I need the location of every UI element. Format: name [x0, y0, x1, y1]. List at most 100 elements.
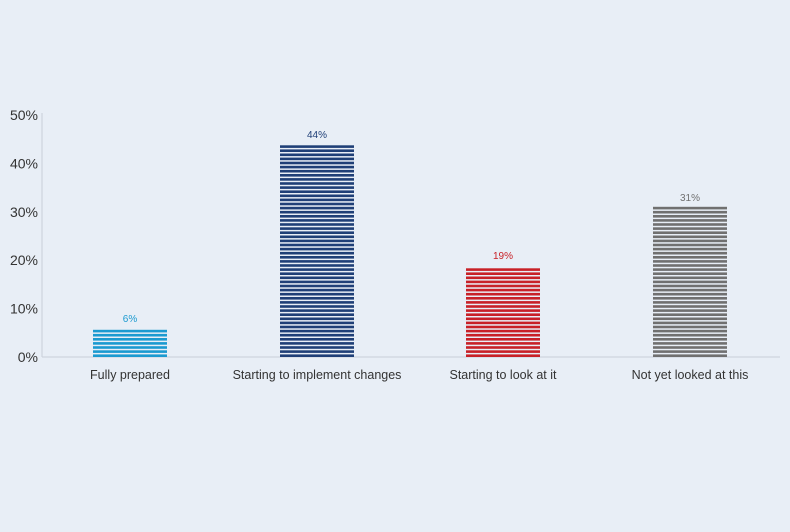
bar-stripe [653, 206, 727, 210]
bar-stripe [466, 309, 540, 312]
bar-stripe [653, 329, 727, 333]
bar-stripe [466, 354, 540, 357]
bar-stripe [280, 239, 354, 243]
bar-stripe [466, 292, 540, 296]
bar-stripe [280, 219, 354, 222]
bar-stripe [653, 280, 727, 284]
y-tick-label: 10% [10, 301, 38, 317]
bar-stripe [466, 317, 540, 321]
bar-stripe [280, 272, 354, 275]
bar-stripe [280, 338, 354, 341]
bar-stripe [280, 309, 354, 312]
bar-stripe [653, 210, 727, 214]
bar-stripe [653, 309, 727, 312]
bar-stripe [280, 186, 354, 189]
bar-stripe [93, 354, 167, 357]
bar-stripe [280, 301, 354, 304]
bar-stripe [280, 190, 354, 193]
bar-stripe [280, 223, 354, 226]
bar-stripe [280, 215, 354, 218]
bar-stripe [93, 346, 167, 349]
y-tick-label: 0% [18, 349, 38, 365]
bar-stripe [280, 354, 354, 357]
bar-stripe [653, 313, 727, 316]
bar-stripe [466, 272, 540, 275]
data-label: 6% [123, 314, 138, 325]
bar-stripe [93, 338, 167, 341]
bar-stripe [280, 317, 354, 321]
bar-stripe [653, 268, 727, 271]
bar-stripe [466, 280, 540, 284]
bar-stripe [653, 272, 727, 275]
bar-stripe [280, 194, 354, 198]
y-tick-label: 20% [10, 252, 38, 268]
bar-stripe [280, 256, 354, 259]
data-label: 31% [680, 193, 700, 204]
bar-stripe [653, 264, 727, 267]
y-tick-label: 40% [10, 155, 38, 171]
bar-stripe [653, 292, 727, 296]
bar-stripe [280, 174, 354, 177]
bar-stripe [280, 243, 354, 247]
bar-stripe [280, 333, 354, 337]
bar-stripe [280, 288, 354, 292]
y-tick-label: 30% [10, 204, 38, 220]
bar-stripe [466, 342, 540, 345]
bar-stripe [280, 280, 354, 284]
bar-stripe [93, 333, 167, 337]
bar-stripe [280, 342, 354, 345]
bar-stripe [466, 268, 540, 271]
bar-stripe [653, 321, 727, 325]
bar-stripe [280, 276, 354, 280]
bar-stripe [280, 161, 354, 165]
bar-stripe [653, 276, 727, 280]
bar-stripe [653, 338, 727, 341]
bars [93, 145, 727, 357]
bar-stripe [93, 342, 167, 345]
bar-stripe [280, 325, 354, 329]
bar-stripe [280, 153, 354, 157]
bar-stripe [280, 260, 354, 263]
x-tick-label: Not yet looked at this [632, 368, 749, 382]
bar-stripe [653, 305, 727, 308]
bar-stripe [653, 215, 727, 218]
bar-stripe [653, 247, 727, 251]
bar-stripe [466, 329, 540, 333]
x-tick-label: Starting to look at it [449, 368, 557, 382]
bar-stripe [466, 297, 540, 300]
bar-stripe [280, 149, 354, 152]
bar-stripe [280, 313, 354, 316]
bar-stripe [466, 333, 540, 337]
data-label: 44% [307, 130, 327, 141]
bar-stripe [93, 350, 167, 353]
bar-stripe [280, 297, 354, 300]
bar-stripe [466, 276, 540, 280]
bar-stripe [466, 288, 540, 292]
bar-stripe [280, 235, 354, 239]
bar-stripe [280, 284, 354, 288]
bar-stripe [280, 165, 354, 169]
bar-stripe [280, 292, 354, 296]
bar-stripe [653, 219, 727, 222]
x-tick-label: Starting to implement changes [233, 368, 402, 382]
y-tick-label: 50% [10, 107, 38, 123]
bar-stripe [280, 227, 354, 230]
data-label: 19% [493, 251, 513, 262]
bar-stripe [653, 256, 727, 259]
x-tick-label: Fully prepared [90, 368, 170, 382]
bar-stripe [653, 297, 727, 300]
bar-stripe [466, 321, 540, 325]
bar-stripe [466, 313, 540, 316]
bar-stripe [466, 346, 540, 349]
bar [466, 268, 540, 357]
bar-stripe [280, 169, 354, 173]
bar-stripe [466, 350, 540, 353]
bar-stripe [466, 305, 540, 308]
bar-stripe [653, 342, 727, 345]
bar-stripe [280, 329, 354, 333]
bar-stripe [280, 206, 354, 210]
bar-stripe [280, 182, 354, 185]
bar-stripe [280, 145, 354, 148]
bar-stripe [93, 329, 167, 333]
